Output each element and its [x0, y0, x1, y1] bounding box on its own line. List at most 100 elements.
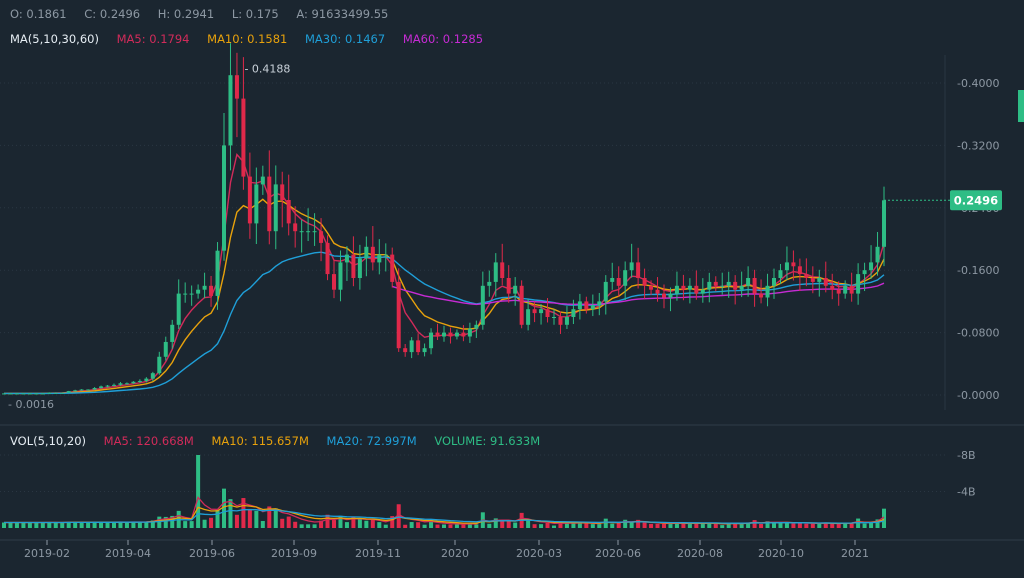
- candle-body: [810, 278, 815, 282]
- candle-body: [40, 393, 45, 395]
- volume-bar: [429, 520, 434, 528]
- candle-body: [247, 176, 252, 224]
- candle: [60, 392, 65, 394]
- volume-bar: [551, 525, 557, 528]
- candle-body: [137, 380, 142, 382]
- volume-bar: [280, 518, 285, 528]
- candle: [771, 268, 777, 299]
- ma30-legend: MA30: 0.1467: [305, 32, 386, 46]
- time-tick-label: 2020: [441, 547, 469, 560]
- candle: [273, 165, 278, 250]
- volume-bar: [771, 522, 777, 528]
- candle-body: [429, 332, 434, 349]
- vol-ma10-legend: MA10: 115.657M: [211, 434, 309, 448]
- candle-body: [183, 293, 188, 295]
- candle: [286, 174, 291, 236]
- volume-bar: [66, 521, 71, 528]
- candle: [99, 385, 104, 389]
- candle: [681, 274, 686, 301]
- candle: [603, 275, 608, 315]
- candle-body: [726, 281, 731, 286]
- candle: [396, 268, 401, 352]
- volume-bar: [752, 520, 757, 528]
- candle-body: [558, 317, 563, 325]
- candle: [480, 271, 485, 330]
- volume-bar: [765, 521, 770, 528]
- volume-bar: [661, 523, 667, 528]
- candle-body: [79, 389, 84, 391]
- candle: [849, 272, 854, 302]
- candle-body: [267, 176, 272, 232]
- volume-bar: [331, 520, 337, 528]
- candle: [364, 236, 369, 277]
- volume-bar: [260, 521, 265, 528]
- scroll-indicator: [1018, 90, 1024, 122]
- candle-body: [467, 328, 472, 337]
- candle: [299, 219, 304, 253]
- candle-body: [280, 184, 285, 200]
- volume-bar: [454, 524, 459, 528]
- candle-body: [435, 332, 440, 337]
- candle-body: [862, 270, 867, 275]
- candle-body: [144, 378, 149, 381]
- candle: [150, 371, 155, 381]
- candle: [422, 343, 427, 357]
- candle-body: [390, 254, 395, 282]
- volume-bar: [144, 521, 149, 528]
- candle: [694, 270, 699, 300]
- candle: [247, 152, 252, 239]
- ma-legend-title: MA(5,10,30,60): [10, 32, 99, 46]
- candle: [435, 323, 440, 341]
- candle-body: [364, 246, 369, 259]
- candle-body: [21, 393, 26, 395]
- vol-legend-title: VOL(5,10,20): [10, 434, 86, 448]
- volume-bar: [875, 519, 880, 528]
- volume-bar: [14, 522, 19, 528]
- candle: [739, 271, 744, 298]
- candle: [526, 298, 531, 331]
- volume-bar: [286, 516, 291, 528]
- volume-bar: [739, 523, 744, 528]
- volume-bar: [40, 522, 45, 528]
- candle: [726, 271, 731, 298]
- candle: [590, 294, 595, 317]
- volume-bar: [804, 523, 809, 528]
- volume-bar: [843, 522, 848, 528]
- volume-bar: [539, 524, 544, 528]
- candle: [558, 311, 563, 334]
- candle: [467, 322, 472, 343]
- time-tick-label: 2019-04: [105, 547, 151, 560]
- volume-bar: [707, 522, 712, 528]
- candle-body: [759, 293, 764, 298]
- candle-body: [111, 384, 117, 386]
- candle-body: [157, 356, 162, 374]
- volume-bar: [836, 523, 841, 528]
- volume-bar: [357, 518, 362, 528]
- volume-bar: [461, 524, 466, 528]
- volume-bar: [448, 524, 453, 528]
- volume-bar: [8, 522, 13, 528]
- ma60-legend: MA60: 0.1285: [402, 32, 484, 46]
- candle: [545, 298, 550, 323]
- volume-bar: [493, 518, 498, 528]
- candle: [319, 218, 324, 262]
- candle-body: [312, 231, 317, 233]
- volume-bar: [86, 522, 91, 528]
- candle: [338, 250, 343, 302]
- volume-bar: [830, 523, 835, 528]
- candle-body: [416, 340, 421, 353]
- volume-bar: [383, 524, 388, 528]
- candle: [674, 271, 679, 301]
- candle: [1, 393, 7, 395]
- volume-bar: [157, 516, 162, 528]
- time-tick-label: 2019-09: [271, 547, 317, 560]
- candle: [66, 390, 71, 393]
- candle-body: [687, 285, 692, 290]
- candle-body: [500, 262, 505, 278]
- time-tick-label: 2020-10: [758, 547, 804, 560]
- volume-bar: [668, 523, 673, 528]
- volume-bar: [810, 523, 815, 528]
- candle-body: [293, 223, 298, 232]
- volume-bar: [681, 523, 686, 528]
